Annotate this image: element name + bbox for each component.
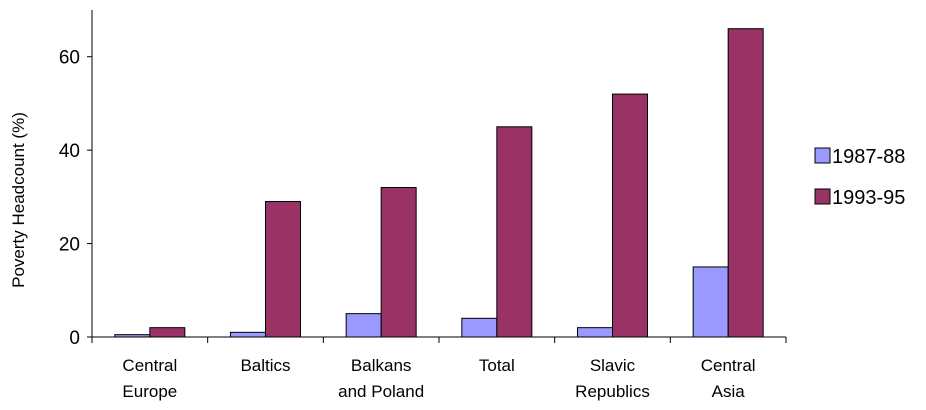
bar-1987-88-1 — [230, 331, 266, 338]
y-tick-label: 20 — [59, 235, 80, 256]
x-tick-label: Republics — [575, 382, 650, 401]
x-tick-label: Central — [122, 356, 177, 375]
bar-1993-95-0 — [149, 327, 186, 338]
legend-label-0: 1987-88 — [832, 146, 905, 168]
bar-1987-88-2 — [345, 313, 382, 338]
bar-1993-95-3 — [496, 126, 533, 338]
bars — [114, 28, 764, 338]
x-tick-label: Central — [701, 356, 756, 375]
legend-swatch-1 — [814, 188, 831, 205]
x-tick-label: Slavic — [590, 356, 636, 375]
legend-swatch-0 — [814, 147, 831, 164]
legend: 1987-88 1993-95 — [814, 146, 905, 209]
x-tick-label: Baltics — [240, 356, 290, 375]
x-axis: Central Europe Baltics Balkans and Poland Tot… — [91, 336, 787, 401]
x-tick-label: and Poland — [338, 382, 424, 401]
y-tick-label: 0 — [69, 328, 80, 349]
x-tick-label: Total — [479, 356, 515, 375]
bar-1987-88-3 — [461, 317, 498, 338]
y-tick-label: 40 — [59, 141, 80, 162]
x-tick-label: Balkans — [351, 356, 411, 375]
bar-1987-88-4 — [577, 327, 613, 338]
y-axis-title: Poverty Headcount (%) — [9, 112, 28, 288]
bar-1993-95-2 — [380, 187, 417, 338]
bar-1987-88-0 — [114, 334, 151, 338]
legend-label-1: 1993-95 — [832, 187, 905, 209]
bar-1993-95-5 — [727, 28, 764, 338]
y-tick-label: 60 — [59, 48, 80, 69]
bar-1987-88-5 — [692, 266, 729, 338]
x-tick-label: Europe — [122, 382, 177, 401]
x-tick-label: Asia — [712, 382, 746, 401]
y-axis: 0 20 40 60 — [59, 10, 93, 349]
bar-1993-95-4 — [612, 93, 648, 338]
bar-1993-95-1 — [265, 201, 301, 338]
